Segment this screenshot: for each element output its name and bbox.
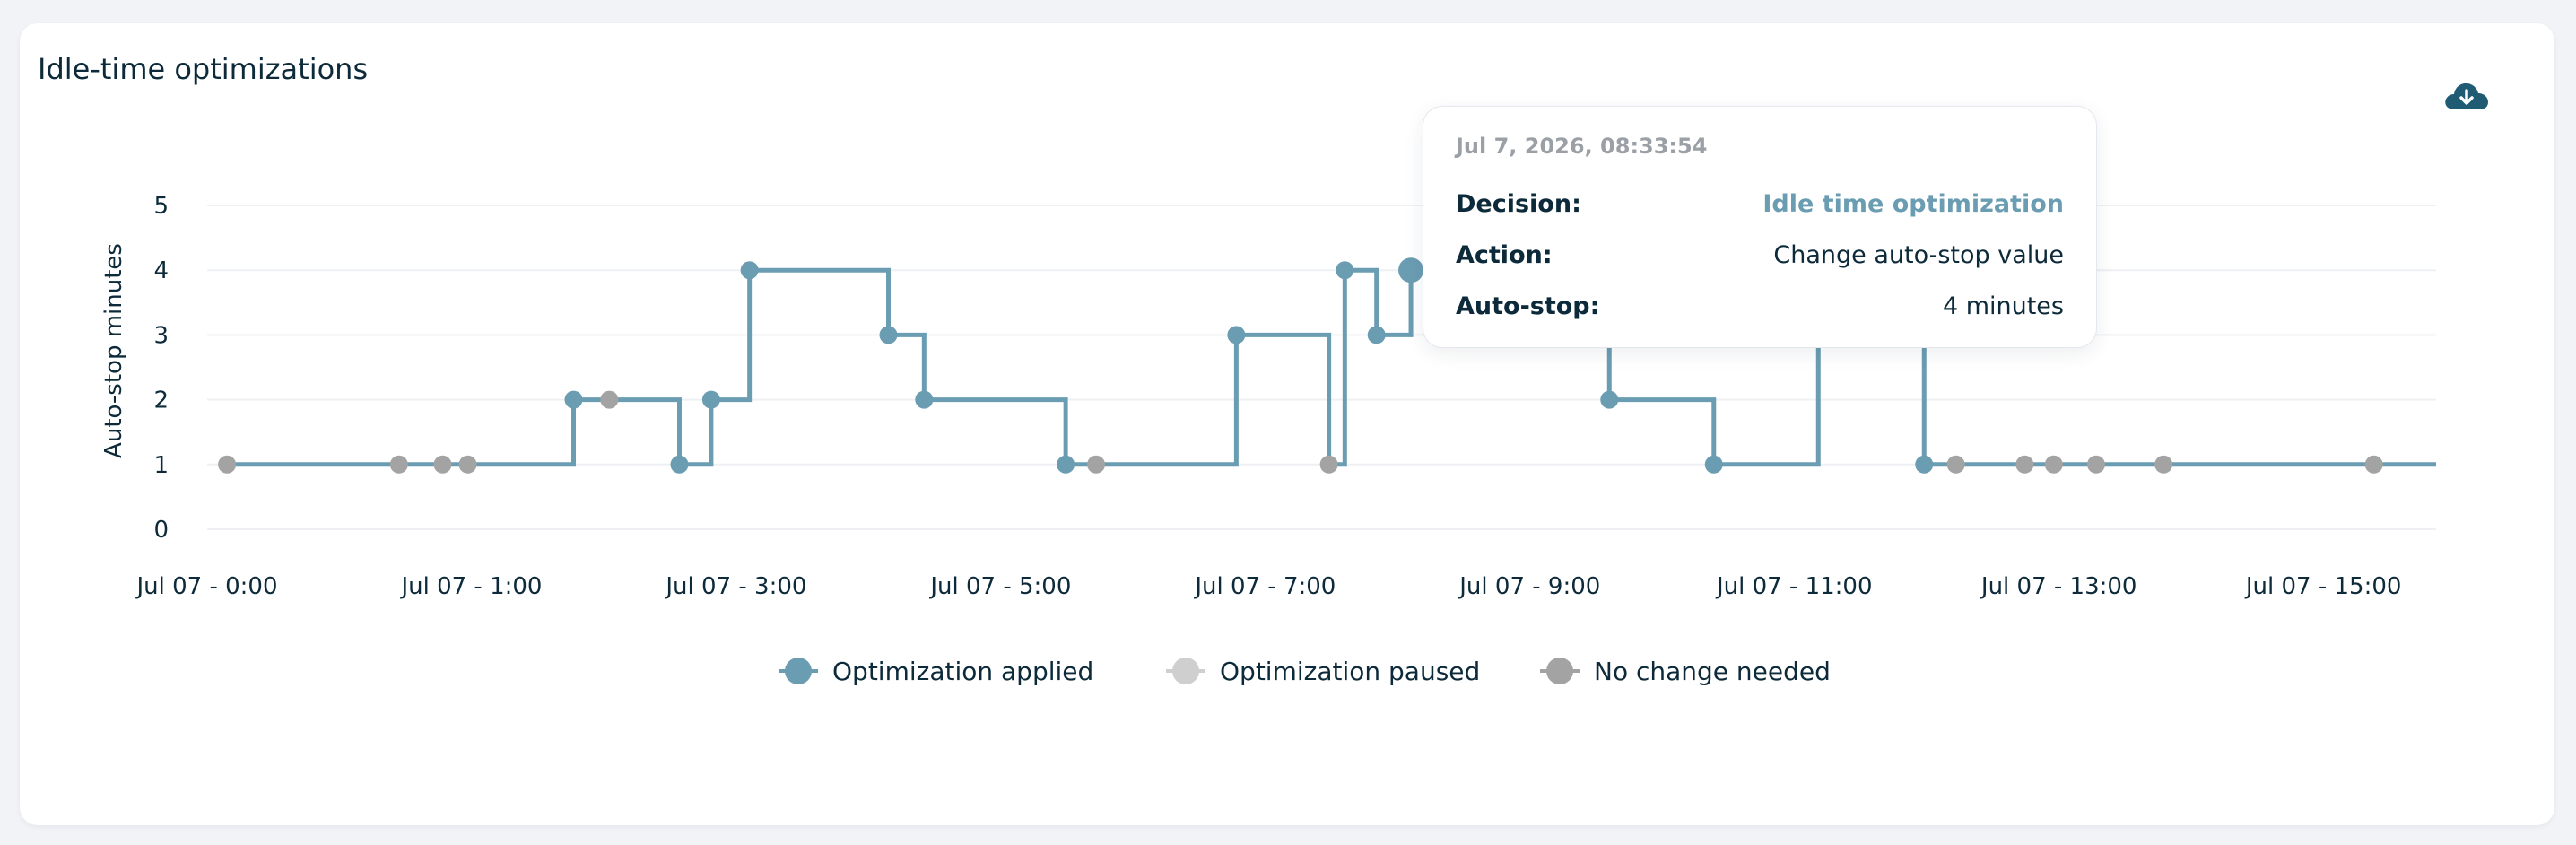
tooltip-row-action: Action: Change auto-stop value	[1456, 230, 2064, 281]
data-point-applied[interactable]	[879, 326, 898, 344]
tooltip-label: Auto-stop:	[1456, 292, 1600, 320]
data-point-applied[interactable]	[1398, 257, 1424, 283]
data-point-applied[interactable]	[1600, 390, 1619, 409]
legend-marker	[1172, 658, 1199, 684]
series-line	[227, 203, 2436, 467]
legend-label: No change needed	[1594, 657, 1831, 686]
y-tick-label: 3	[153, 322, 169, 349]
chart-card	[20, 23, 2554, 825]
data-point-applied[interactable]	[670, 455, 689, 474]
data-point-applied[interactable]	[1367, 326, 1386, 344]
tooltip-value: 4 minutes	[1942, 292, 2064, 320]
data-point-no-change[interactable]	[600, 390, 619, 409]
legend-item-paused[interactable]: Optimization paused	[1166, 657, 1480, 686]
data-point-applied[interactable]	[915, 390, 934, 409]
data-point-applied[interactable]	[1336, 261, 1354, 280]
y-tick-label: 2	[153, 388, 169, 414]
legend-label: Optimization applied	[832, 657, 1093, 686]
data-point-applied[interactable]	[701, 390, 720, 409]
data-point-no-change[interactable]	[433, 455, 452, 474]
y-axis-title: Auto-stop minutes	[100, 243, 127, 458]
data-point-no-change[interactable]	[2364, 455, 2383, 474]
tooltip-row-auto-stop: Auto-stop: 4 minutes	[1456, 281, 2064, 332]
chart-title: Idle-time optimizations	[38, 52, 369, 86]
data-point-no-change[interactable]	[2086, 455, 2105, 474]
x-tick-label: Jul 07 - 9:00	[1458, 573, 1600, 600]
tooltip-label: Decision:	[1456, 190, 1581, 218]
tooltip-timestamp: Jul 7, 2026, 08:33:54	[1456, 134, 1708, 159]
legend-marker	[785, 658, 812, 684]
x-tick-label: Jul 07 - 0:00	[135, 573, 277, 600]
y-tick-label: 0	[153, 517, 169, 544]
data-point-applied[interactable]	[740, 261, 759, 280]
data-point-no-change[interactable]	[2015, 455, 2034, 474]
y-tick-label: 1	[153, 452, 169, 479]
data-point-no-change[interactable]	[1946, 455, 1965, 474]
tooltip-label: Action:	[1456, 241, 1553, 269]
point-tooltip: Jul 7, 2026, 08:33:54 Decision: Idle tim…	[1423, 106, 2097, 348]
y-tick-label: 4	[153, 257, 169, 284]
data-point-applied[interactable]	[1227, 326, 1246, 344]
data-point-no-change[interactable]	[1087, 455, 1106, 474]
data-point-applied[interactable]	[564, 390, 583, 409]
data-point-applied[interactable]	[1915, 455, 1934, 474]
x-tick-label: Jul 07 - 7:00	[1193, 573, 1336, 600]
data-point-applied[interactable]	[1704, 455, 1723, 474]
data-point-applied[interactable]	[1057, 455, 1075, 474]
tooltip-row-decision: Decision: Idle time optimization	[1456, 179, 2064, 230]
data-point-no-change[interactable]	[1319, 455, 1338, 474]
cloud-download-icon[interactable]	[2441, 79, 2492, 115]
data-point-no-change[interactable]	[389, 455, 408, 474]
legend-item-applied[interactable]: Optimization applied	[779, 657, 1093, 686]
data-point-no-change[interactable]	[218, 455, 237, 474]
x-tick-label: Jul 07 - 1:00	[399, 573, 542, 600]
legend-marker	[1546, 658, 1573, 684]
legend-label: Optimization paused	[1220, 657, 1480, 686]
x-tick-label: Jul 07 - 15:00	[2244, 573, 2402, 600]
data-point-no-change[interactable]	[2044, 455, 2063, 474]
x-tick-label: Jul 07 - 5:00	[928, 573, 1071, 600]
data-point-no-change[interactable]	[458, 455, 477, 474]
x-tick-label: Jul 07 - 13:00	[1980, 573, 2137, 600]
tooltip-value: Idle time optimization	[1762, 190, 2064, 218]
legend-item-no-change[interactable]: No change needed	[1540, 657, 1831, 686]
y-tick-label: 5	[153, 193, 169, 220]
x-tick-label: Jul 07 - 3:00	[664, 573, 806, 600]
tooltip-value: Change auto-stop value	[1773, 241, 2064, 269]
data-point-no-change[interactable]	[2154, 455, 2173, 474]
x-tick-label: Jul 07 - 11:00	[1715, 573, 1873, 600]
